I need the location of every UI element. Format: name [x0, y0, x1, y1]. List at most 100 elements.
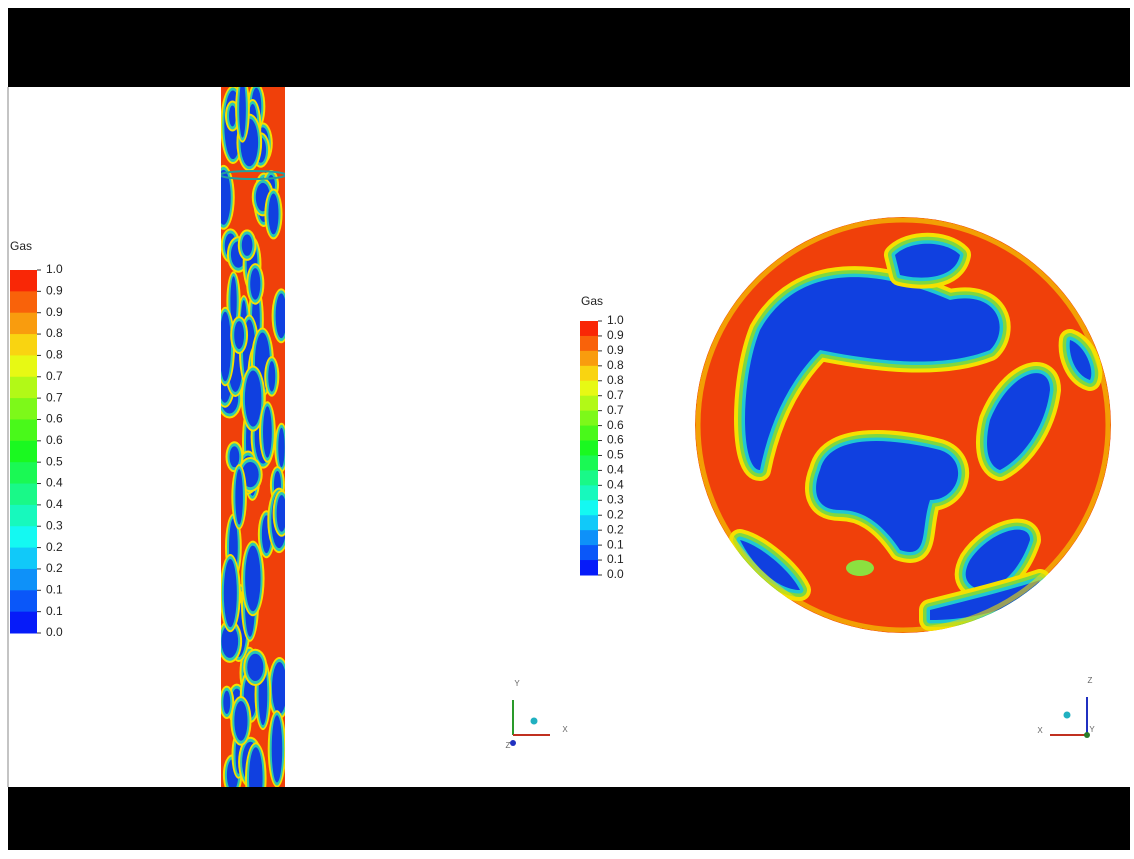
blob [241, 234, 253, 256]
blob [221, 169, 231, 225]
legend-label: 1.0 [46, 262, 63, 276]
legend-label: 1.0 [607, 313, 624, 327]
legend-label: 0.0 [607, 567, 624, 581]
legend-label: 0.9 [607, 328, 624, 342]
blob [229, 446, 240, 468]
pipe-contour [221, 87, 285, 787]
legend-label: 0.6 [607, 418, 624, 432]
y-axis-dot [1084, 732, 1090, 738]
legend-label: 0.9 [46, 284, 63, 298]
legend-band [10, 312, 37, 335]
blob [239, 87, 246, 138]
legend-band [10, 334, 37, 356]
blob [223, 690, 231, 715]
legend-band [10, 526, 37, 549]
legend-band [580, 515, 598, 531]
legend: 1.0 0.9 0.9 0.8 0.8 0.7 0.7 0.6 0.6 0.5 0.4 0.4 0.3 0… [10, 262, 63, 639]
axis-label: Y [514, 679, 520, 688]
legend-band [580, 530, 598, 546]
legend-label: 0.7 [607, 388, 624, 402]
legend-label: 0.4 [607, 463, 624, 477]
legend-band [10, 376, 37, 399]
sphere-contour [695, 217, 1111, 633]
blob [221, 311, 232, 382]
legend-label: 0.6 [46, 433, 63, 447]
legend-label: 0.0 [46, 625, 63, 639]
blob [234, 321, 245, 350]
legend-label: 0.6 [607, 433, 624, 447]
legend-label: 0.7 [607, 403, 624, 417]
legend-label: 0.7 [46, 390, 63, 404]
legend-label: 0.9 [607, 343, 624, 357]
legend-title: Gas [581, 294, 603, 308]
axis-triad: Z X Y [1037, 676, 1095, 738]
blob [895, 243, 960, 278]
legend-band [10, 462, 37, 485]
origin-dot [530, 717, 538, 725]
blob [846, 560, 874, 576]
legend-band [10, 483, 37, 506]
legend-label: 0.2 [46, 561, 63, 575]
legend-band [580, 455, 598, 471]
legend-band [580, 380, 598, 397]
legend-band [580, 500, 598, 516]
legend-band [580, 410, 598, 427]
top-bar [8, 8, 1130, 87]
z-axis-dot [510, 740, 516, 746]
legend-label: 0.1 [46, 582, 63, 596]
legend-title: Gas [10, 239, 32, 253]
legend-band [580, 425, 598, 442]
legend-label: 0.3 [607, 492, 624, 506]
legend-band [10, 547, 37, 570]
blob [816, 441, 959, 552]
axis-label: Y [1089, 725, 1095, 734]
legend-label: 0.2 [46, 540, 63, 554]
blob [241, 461, 259, 488]
legend-band [10, 270, 37, 292]
blob [248, 747, 263, 787]
blob [247, 653, 264, 681]
legend-band [580, 485, 598, 501]
legend-label: 0.8 [46, 348, 63, 362]
legend-label: 0.9 [46, 305, 63, 319]
blob [271, 661, 285, 714]
legend-band [10, 568, 37, 591]
legend-band [10, 611, 37, 634]
legend-band [10, 504, 37, 527]
legend-label: 0.1 [607, 552, 624, 566]
legend-band [10, 398, 37, 420]
blob [278, 427, 285, 468]
legend-label: 0.1 [46, 604, 63, 618]
legend-label: 0.4 [607, 478, 624, 492]
blob [263, 406, 272, 458]
legend-band [580, 365, 598, 382]
legend-band [10, 590, 37, 613]
blob [745, 277, 1000, 470]
blob [221, 170, 285, 180]
blob [276, 495, 285, 532]
axis-label: X [1037, 726, 1043, 735]
blob [987, 373, 1050, 470]
legend-band [580, 470, 598, 486]
legend-label: 0.7 [46, 369, 63, 383]
blob [965, 529, 1030, 590]
blob [235, 469, 243, 525]
axis-label: Z [1088, 676, 1093, 685]
legend-band [580, 545, 598, 561]
blob [268, 193, 279, 235]
legend-label: 0.1 [607, 537, 624, 551]
legend-label: 0.2 [607, 522, 624, 536]
legend-band [580, 395, 598, 412]
blob [271, 715, 283, 783]
blob [245, 545, 261, 612]
legend-band [580, 335, 598, 352]
legend-band [10, 419, 37, 442]
legend-label: 0.2 [607, 507, 624, 521]
blob [930, 580, 1040, 620]
blob [740, 540, 800, 590]
blob [223, 559, 237, 628]
legend-band [580, 560, 598, 576]
blob [268, 361, 276, 392]
legend-band [580, 321, 598, 337]
